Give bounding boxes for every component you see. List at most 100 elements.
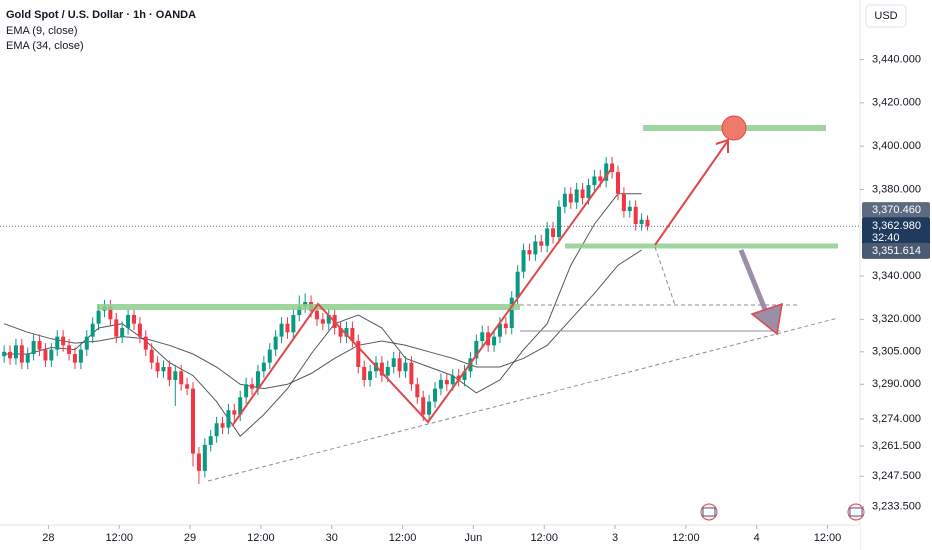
candle-body [462, 371, 467, 380]
candle-body [586, 185, 591, 199]
candle-body [120, 327, 125, 337]
candle-body [96, 310, 101, 324]
candle-body [645, 219, 650, 227]
candle-body [385, 366, 390, 376]
candle-body [456, 375, 461, 380]
x-tick-label: 12:00 [105, 532, 133, 544]
candle-body [72, 353, 77, 363]
legend-entry: EMA (9, close) [6, 25, 78, 37]
candle-body [196, 453, 201, 471]
candle-body [515, 271, 520, 298]
candle-body [31, 340, 36, 354]
candle-body [2, 351, 7, 357]
candle-body [627, 206, 632, 212]
candle-body [527, 250, 532, 255]
candle-body [633, 206, 638, 225]
candle-body [350, 327, 355, 341]
price-tag [862, 217, 930, 246]
arrow-head [750, 302, 783, 336]
candle-body [202, 444, 207, 471]
candle-body [55, 336, 60, 350]
price-tag-label: 3,362.980 [872, 220, 921, 232]
candle-body [314, 310, 319, 320]
x-tick-label: 12:00 [814, 532, 842, 544]
candle-body [562, 193, 567, 207]
candle-body [114, 319, 119, 337]
x-tick-label: 12:00 [247, 532, 275, 544]
event-icons [700, 503, 865, 521]
time-axis [0, 525, 860, 550]
candle-body [580, 189, 585, 199]
x-tick-label: 3 [612, 532, 618, 544]
candle-body [185, 384, 190, 389]
candle-body [78, 349, 83, 363]
candle-body [397, 358, 402, 372]
candle-body [19, 345, 24, 363]
trend-line [207, 317, 839, 482]
candle-body [450, 375, 455, 385]
candle-body [297, 306, 302, 315]
candle-body [610, 163, 615, 173]
candle-body [61, 336, 66, 346]
y-tick-label: 3,261.500 [872, 440, 921, 452]
candle-body [167, 366, 172, 380]
candle-body [137, 323, 142, 337]
candle-body [208, 436, 213, 445]
x-tick-label: 12:00 [389, 532, 417, 544]
candle-body [173, 371, 178, 380]
candle-body [391, 358, 396, 367]
x-tick-label: 12:00 [530, 532, 558, 544]
flag [849, 507, 863, 517]
candle-body [8, 351, 13, 359]
legend: Gold Spot / U.S. Dollar · 1h · OANDA EMA… [6, 9, 196, 52]
y-tick-label: 3,440.000 [872, 53, 921, 65]
chart-title: Gold Spot / U.S. Dollar · 1h · OANDA [6, 9, 196, 21]
candle-body [13, 345, 18, 359]
price-tag [862, 242, 930, 259]
candle-body [214, 423, 219, 437]
candle-body [533, 241, 538, 255]
candle-body [539, 241, 544, 246]
candle-body [126, 315, 131, 328]
currency-button[interactable] [865, 4, 907, 28]
candle-body [320, 319, 325, 324]
candle-body [49, 349, 54, 361]
candle-body [244, 384, 249, 398]
y-tick-label: 3,247.500 [872, 470, 921, 482]
price-tag-label: 3,351.614 [872, 245, 921, 257]
candle-body [415, 384, 420, 398]
candle-body [480, 332, 485, 341]
candle-body [261, 362, 266, 372]
target-circle [721, 115, 747, 141]
countdown-label: 32:40 [872, 232, 900, 244]
candle-body [43, 349, 48, 361]
candle-body [155, 362, 160, 372]
x-tick-label: 29 [184, 532, 196, 544]
candle-body [232, 410, 237, 415]
candle-body [25, 353, 30, 363]
candle-body [409, 362, 414, 385]
candle-body [279, 323, 284, 337]
candle-body [67, 345, 72, 354]
y-tick-label: 3,290.000 [872, 378, 921, 390]
candle-body [497, 323, 502, 337]
candle-body [273, 336, 278, 350]
candle-body [326, 315, 331, 324]
candle-body [291, 315, 296, 333]
candle-body [433, 388, 438, 402]
flag [702, 507, 716, 517]
y-tick-label: 3,305.000 [872, 346, 921, 358]
arrow-head [715, 138, 729, 153]
x-tick-label: 12:00 [672, 532, 700, 544]
candle-body [421, 397, 426, 415]
price-tag-label: 3,370.460 [872, 204, 921, 216]
candle-body [592, 176, 597, 186]
y-tick-label: 3,320.000 [872, 313, 921, 325]
x-tick-label: Jun [465, 532, 483, 544]
candle-body [191, 388, 196, 454]
candle-body [362, 366, 367, 380]
arrow-up [654, 141, 728, 246]
candle-body [604, 163, 609, 181]
